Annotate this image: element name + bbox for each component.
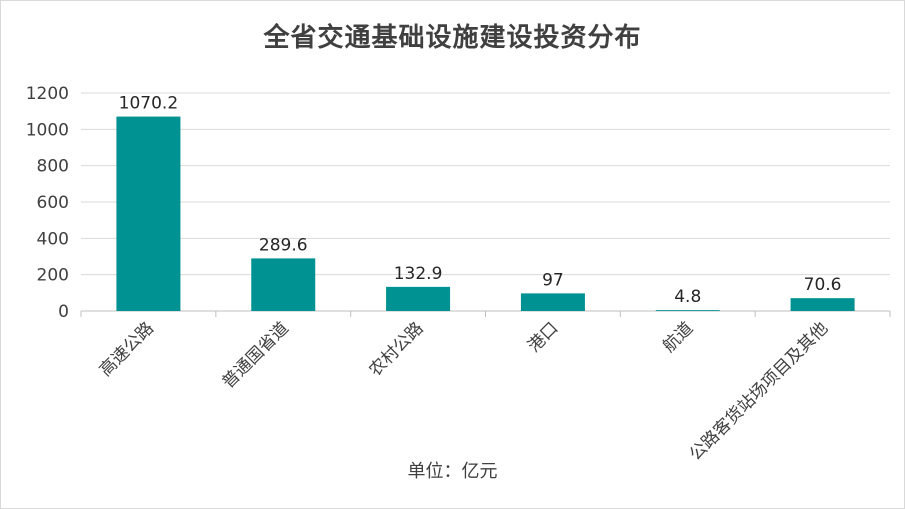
data-label: 132.9 bbox=[394, 264, 443, 284]
y-tick-label: 1000 bbox=[26, 120, 69, 140]
data-label: 70.6 bbox=[804, 275, 842, 295]
chart-title: 全省交通基础设施建设投资分布 bbox=[263, 23, 642, 53]
bar bbox=[251, 258, 316, 311]
x-tick-label: 高速公路 bbox=[96, 318, 158, 380]
data-label: 97 bbox=[542, 270, 564, 290]
y-tick-label: 800 bbox=[37, 157, 69, 177]
data-label: 289.6 bbox=[259, 235, 308, 255]
x-tick-label: 港口 bbox=[524, 318, 562, 356]
y-tick-label: 0 bbox=[58, 302, 69, 322]
x-axis-label: 单位：亿元 bbox=[407, 461, 498, 482]
x-tick-label: 普通国省道 bbox=[219, 318, 293, 392]
bar bbox=[790, 298, 855, 311]
bar bbox=[655, 310, 720, 311]
y-tick-label: 1200 bbox=[26, 84, 69, 104]
y-tick-label: 600 bbox=[37, 193, 69, 213]
bar bbox=[116, 116, 181, 312]
y-tick-label: 200 bbox=[37, 266, 69, 286]
bar bbox=[386, 286, 451, 311]
data-label: 4.8 bbox=[674, 287, 701, 307]
bar bbox=[520, 293, 585, 311]
x-tick-label: 航道 bbox=[659, 318, 697, 356]
x-tick-label: 农村公路 bbox=[365, 318, 427, 380]
y-tick-label: 400 bbox=[37, 229, 69, 249]
x-tick-label: 公路客货站场项目及其他 bbox=[686, 318, 832, 464]
data-label: 1070.2 bbox=[119, 94, 178, 114]
